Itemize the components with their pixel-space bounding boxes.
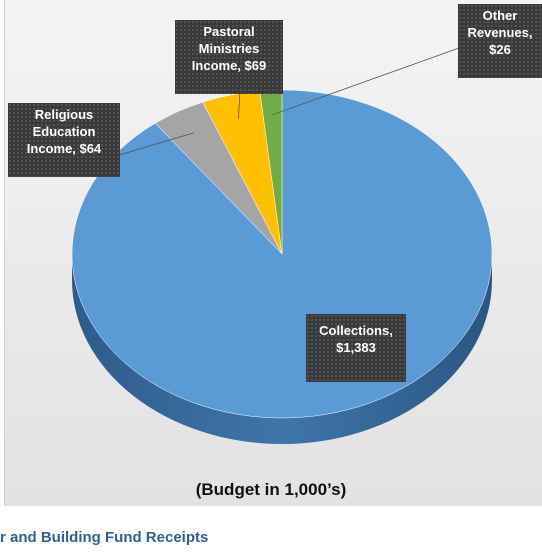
chart-subtitle: (Budget in 1,000’s) xyxy=(195,480,347,499)
leader-line xyxy=(238,93,241,119)
leader-line xyxy=(272,48,459,116)
chart xyxy=(71,48,493,444)
leader-line xyxy=(119,132,194,156)
data-label: Pastoral Ministries Income, $69 xyxy=(175,20,283,94)
data-label: Other Revenues, $26 xyxy=(458,4,542,78)
section-heading: r and Building Fund Receipts xyxy=(0,529,209,546)
data-label: Collections, $1,383 xyxy=(306,314,406,382)
data-label: Religious Education Income, $64 xyxy=(8,103,120,177)
